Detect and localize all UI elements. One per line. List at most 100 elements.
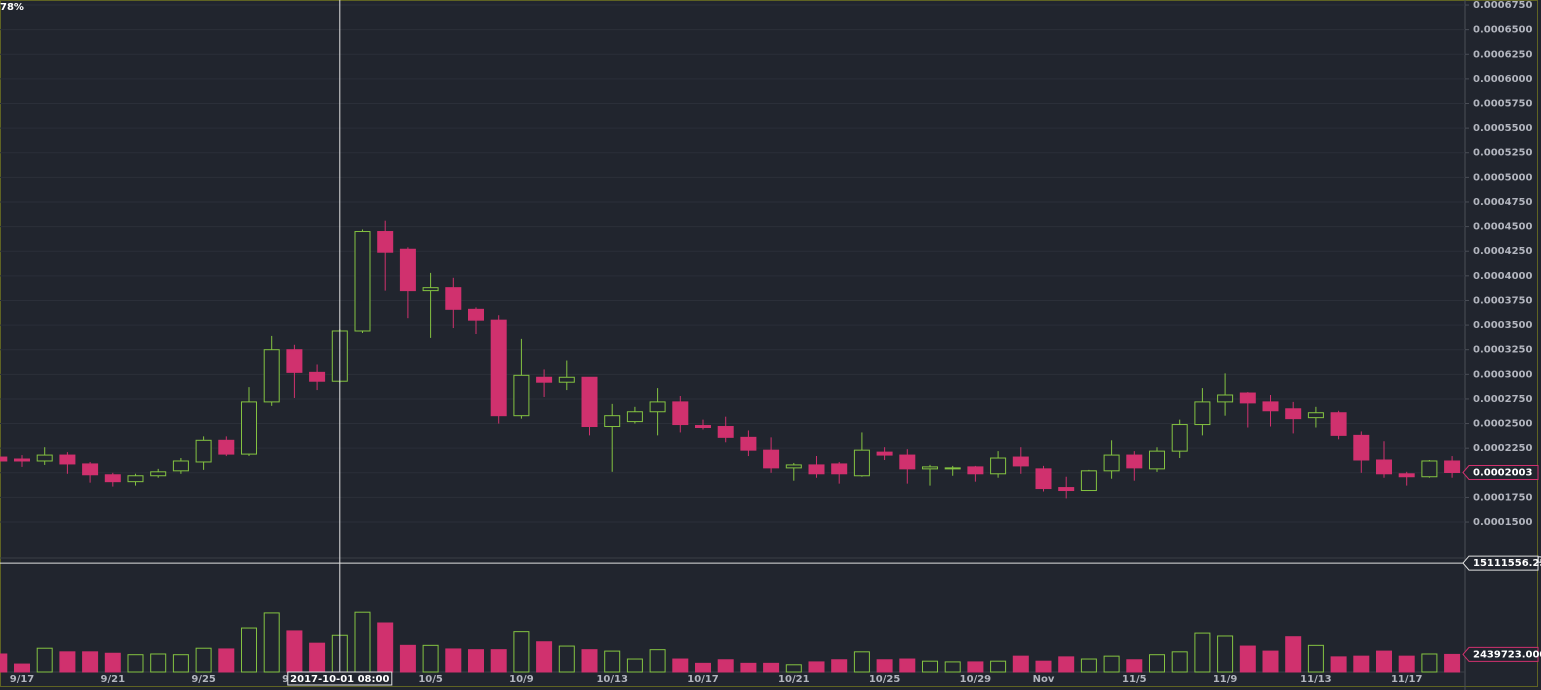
volume-bar <box>0 653 8 673</box>
volume-bar <box>899 658 916 673</box>
candle-body <box>1058 487 1075 492</box>
x-tick-label: 10/5 <box>418 674 443 685</box>
candle-body <box>672 401 689 426</box>
candle-body <box>649 401 666 413</box>
volume-bar <box>1058 656 1075 673</box>
candle-body <box>1307 412 1324 419</box>
candle-body <box>604 415 621 428</box>
x-tick-label: 9/17 <box>10 674 35 685</box>
candle-body <box>1398 473 1415 478</box>
candle-body <box>740 436 757 451</box>
y-tick-label: 0.0004750 <box>1473 197 1533 208</box>
last-volume-label: 2439723.000 <box>1473 649 1541 660</box>
crosshair-value-label: 15111556.25 <box>1473 558 1541 569</box>
candle-body <box>1353 434 1370 461</box>
x-tick-label: Nov <box>1033 674 1055 685</box>
candle-body <box>1035 468 1052 490</box>
candle-body <box>626 411 643 423</box>
volume-bar <box>1398 655 1415 673</box>
candle-body <box>36 454 53 462</box>
y-tick-label: 0.0002250 <box>1473 443 1533 454</box>
volume-bar <box>36 647 53 673</box>
y-tick-label: 0.0006000 <box>1473 74 1533 85</box>
volume-bar <box>990 660 1007 673</box>
candle-body <box>558 376 575 383</box>
crosshair-time-label: 2017-10-01 08:00 <box>290 674 389 685</box>
candle-body <box>377 231 394 253</box>
volume-bar <box>195 647 212 673</box>
candle-body <box>195 439 212 463</box>
candle-body <box>785 464 802 469</box>
x-tick-label: 11/9 <box>1213 674 1238 685</box>
volume-bar <box>150 653 167 673</box>
y-tick-label: 0.0003750 <box>1473 295 1533 306</box>
candle-body <box>1421 460 1438 478</box>
candle-body <box>59 454 76 465</box>
volume-bar <box>1149 654 1165 673</box>
candle-body <box>1217 394 1234 403</box>
volume-bar <box>604 650 621 673</box>
volume-bar <box>1262 650 1279 673</box>
volume-bar <box>1035 660 1052 673</box>
last-price-label-box <box>1462 465 1539 481</box>
candle-body <box>536 376 553 383</box>
candle-body <box>808 464 825 475</box>
candle-body <box>944 467 961 470</box>
volume-bar <box>763 662 780 673</box>
candle-body <box>286 349 303 373</box>
y-tick-label: 0.0005750 <box>1473 99 1533 110</box>
x-tick-label: 9/25 <box>191 674 216 685</box>
volume-bar <box>808 661 825 673</box>
volume-bar <box>218 648 235 673</box>
volume-bar <box>853 651 870 673</box>
corner-label: 78% <box>0 2 24 13</box>
volume-bar <box>1194 632 1211 673</box>
candle-body <box>1376 459 1392 475</box>
volume-bar <box>513 631 530 673</box>
x-tick-label: 10/29 <box>960 674 992 685</box>
volume-bar <box>490 649 507 673</box>
candle-body <box>1262 401 1279 412</box>
y-tick-label: 0.0006500 <box>1473 25 1533 36</box>
volume-bar <box>286 630 303 673</box>
volume-bar <box>1421 653 1438 673</box>
candle-body <box>354 231 371 332</box>
candle-body <box>717 426 734 438</box>
candle-body <box>468 308 484 321</box>
candle-body <box>899 454 916 470</box>
x-tick-label: 9/21 <box>101 674 126 685</box>
volume-bar <box>468 649 484 673</box>
y-tick-label: 0.0002750 <box>1473 394 1533 405</box>
candle-body <box>241 401 257 455</box>
candle-body <box>1080 470 1097 492</box>
volume-bar <box>104 652 121 673</box>
candle-body <box>1171 424 1188 452</box>
volume-bar <box>1126 659 1143 673</box>
candle-body <box>1012 456 1029 467</box>
volume-bar <box>59 651 76 673</box>
candle-body <box>14 458 30 462</box>
candle-body <box>513 374 530 417</box>
candle-body <box>218 439 235 455</box>
candle-body <box>876 451 893 456</box>
volume-bar <box>399 644 416 673</box>
candle-body <box>1285 408 1302 420</box>
x-tick-label: 10/21 <box>778 674 810 685</box>
volume-bar <box>445 648 462 673</box>
x-tick-label: 10/9 <box>509 674 534 685</box>
candle-body <box>1239 392 1256 404</box>
volume-bar <box>876 659 893 673</box>
candle-body <box>104 474 121 483</box>
candle-body <box>990 457 1007 475</box>
volume-bar <box>1376 650 1392 673</box>
candle-body <box>1330 412 1347 436</box>
y-tick-label: 0.0004250 <box>1473 246 1533 257</box>
y-tick-label: 0.0006750 <box>1473 0 1533 11</box>
volume-bar <box>422 644 439 673</box>
crosshair-time-box <box>287 671 393 686</box>
last-price-label: 0.0002003 <box>1473 468 1533 479</box>
volume-bar <box>127 654 144 673</box>
y-tick-label: 0.0003250 <box>1473 345 1533 356</box>
